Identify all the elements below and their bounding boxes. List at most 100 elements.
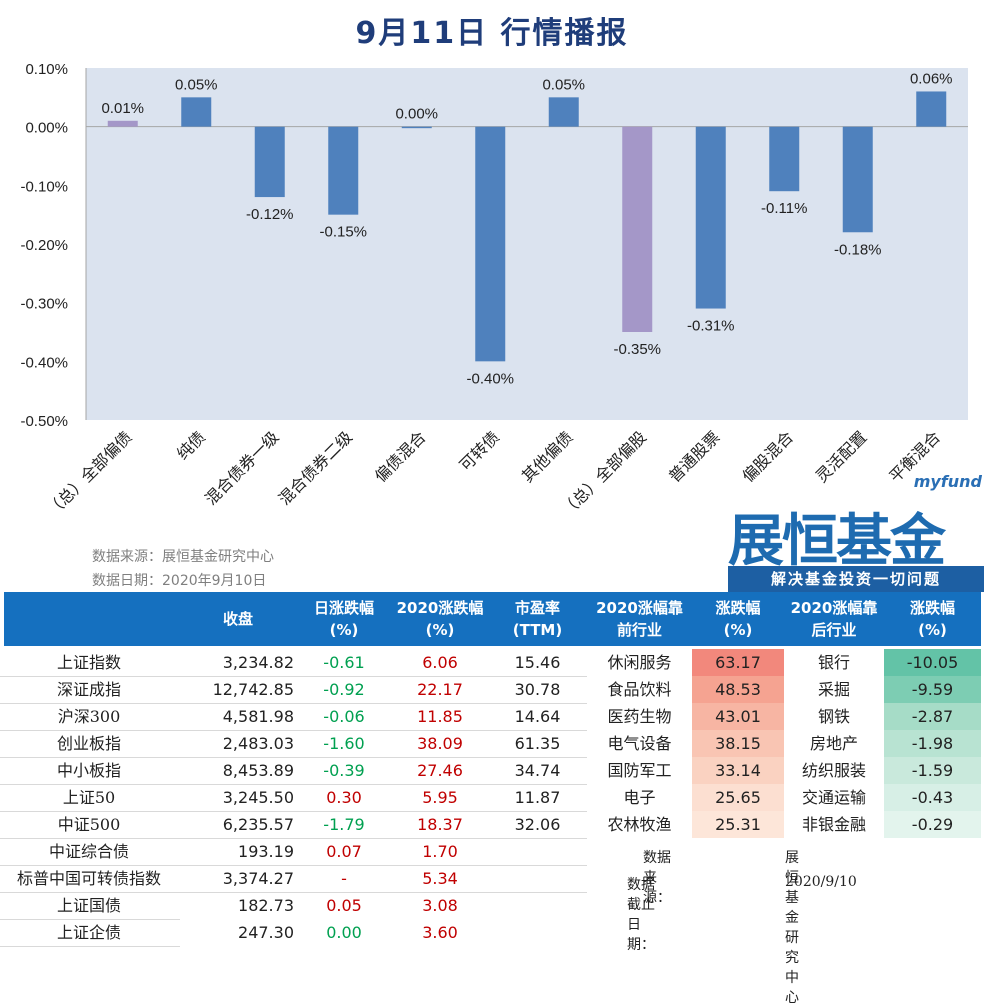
header-text: 2020涨幅靠 — [596, 599, 683, 617]
y-tick-label: 0.00% — [25, 120, 68, 137]
bottom-industry-change: -0.43 — [884, 784, 981, 811]
logo-slogan: 解决基金投资一切问题 — [728, 566, 984, 592]
row-divider — [0, 865, 587, 866]
bar — [842, 126, 873, 233]
ytd-change: 11.85 — [417, 707, 463, 726]
row-divider — [0, 838, 587, 839]
top-industry-change: 25.65 — [692, 784, 784, 811]
day-change: -1.79 — [323, 815, 365, 834]
x-category-label: 纯债 — [173, 427, 209, 463]
top-industry-change: 48.53 — [692, 676, 784, 703]
index-name: 中证综合债 — [48, 842, 129, 861]
top-industry-change: 25.31 — [692, 811, 784, 838]
data-label: 0.00% — [395, 106, 438, 123]
bottom-industry-change: -10.05 — [884, 649, 981, 676]
day-change: -0.61 — [323, 653, 365, 672]
note-source-value: 展恒基金研究中心 — [785, 850, 799, 1006]
top-industry-change: 43.01 — [692, 703, 784, 730]
industry-table-header: 涨跌幅 (%) — [884, 592, 981, 646]
index-name: 上证50 — [62, 788, 116, 807]
industry-table-header: 2020涨幅靠 后行业 — [784, 592, 884, 646]
bar — [254, 126, 285, 198]
brand-logo: myfund 展恒基金 解决基金投资一切问题 — [728, 470, 984, 592]
top-industry: 国防军工 — [607, 761, 672, 780]
bar — [401, 126, 432, 129]
data-label: 0.06% — [910, 70, 953, 87]
day-change: 0.30 — [326, 788, 362, 807]
x-category-label: 可转债 — [456, 427, 503, 474]
bar — [622, 126, 653, 333]
ytd-change: 18.37 — [417, 815, 463, 834]
bottom-industry: 非银金融 — [801, 815, 866, 834]
ytd-change: 5.95 — [422, 788, 458, 807]
data-label: -0.18% — [834, 241, 882, 258]
x-category-label: 混合债券二级 — [275, 427, 356, 508]
header-text: (TTM) — [512, 621, 563, 639]
bar-chart: 0.10% 0.00% -0.10% -0.20% -0.30% -0.40% -0.50%… — [20, 61, 968, 520]
bottom-industry: 纺织服装 — [801, 761, 866, 780]
close-value: 6,235.57 — [222, 815, 294, 834]
index-name: 上证指数 — [56, 653, 121, 672]
logo-main-text: 展恒基金 — [728, 509, 946, 574]
bar — [769, 126, 800, 192]
ytd-change: 22.17 — [417, 680, 463, 699]
pe-ratio: 61.35 — [514, 734, 561, 753]
x-category-label: 普通股票 — [665, 427, 724, 486]
bottom-industry-change: -9.59 — [884, 676, 981, 703]
y-tick-label: -0.50% — [20, 413, 68, 430]
bottom-industry-change: -1.59 — [884, 757, 981, 784]
ytd-change: 38.09 — [417, 734, 463, 753]
chart-source: 数据来源：展恒基金研究中心 — [92, 549, 274, 565]
index-name: 标普中国可转债指数 — [16, 869, 161, 888]
header-text: 涨跌幅 — [715, 599, 761, 617]
row-divider — [0, 730, 587, 731]
data-label: 0.05% — [542, 76, 585, 93]
close-value: 3,245.50 — [222, 788, 294, 807]
ytd-change: 6.06 — [422, 653, 458, 672]
index-name: 深证成指 — [56, 680, 121, 699]
bottom-industry-change: -2.87 — [884, 703, 981, 730]
close-value: 8,453.89 — [222, 761, 294, 780]
header-text: 2020涨幅靠 — [790, 599, 878, 617]
bottom-industry: 采掘 — [817, 680, 850, 699]
note-date-label: 数据截止日期： — [627, 877, 655, 953]
bar — [916, 91, 947, 127]
row-divider — [0, 703, 587, 704]
y-tick-label: 0.10% — [25, 61, 68, 78]
top-industry: 医药生物 — [607, 707, 672, 726]
day-change: -0.06 — [323, 707, 365, 726]
ytd-change: 3.60 — [422, 923, 458, 942]
close-value: 247.30 — [238, 923, 294, 942]
index-name: 中证500 — [57, 815, 121, 834]
header-text: (%) — [723, 621, 753, 639]
x-category-label: 混合债券一级 — [201, 427, 282, 508]
top-industry: 休闲服务 — [607, 653, 672, 672]
bar — [181, 97, 212, 127]
industry-table-header: 2020涨幅靠 前行业 — [587, 592, 692, 646]
index-name: 沪深300 — [57, 707, 121, 726]
logo-myfund-text: myfund — [913, 472, 982, 491]
bar — [695, 126, 726, 309]
pe-ratio: 14.64 — [514, 707, 561, 726]
industry-table-header: 涨跌幅 (%) — [692, 592, 784, 646]
pe-ratio — [490, 838, 585, 865]
bar — [107, 120, 138, 127]
top-industry-change: 63.17 — [692, 649, 784, 676]
header-text: 涨跌幅 — [909, 599, 955, 617]
top-industry: 电气设备 — [607, 734, 672, 753]
industry-table-header-bg — [587, 592, 981, 646]
header-text: 前行业 — [616, 621, 662, 639]
page-title: 9月11日 行情播报 — [355, 16, 629, 51]
x-category-label: 其他偏债 — [518, 427, 577, 486]
pe-ratio: 32.06 — [514, 815, 561, 834]
y-tick-label: -0.40% — [20, 354, 68, 371]
close-value: 3,234.82 — [222, 653, 294, 672]
bar — [328, 126, 359, 215]
chart-date: 数据日期：2020年9月10日 — [92, 573, 267, 589]
index-table-header: 收盘 — [178, 592, 298, 646]
close-value: 193.19 — [238, 842, 294, 861]
header-text: 市盈率 — [514, 599, 560, 617]
data-label: -0.11% — [761, 200, 807, 217]
header-text: (%) — [329, 621, 359, 639]
pe-ratio: 30.78 — [514, 680, 561, 699]
